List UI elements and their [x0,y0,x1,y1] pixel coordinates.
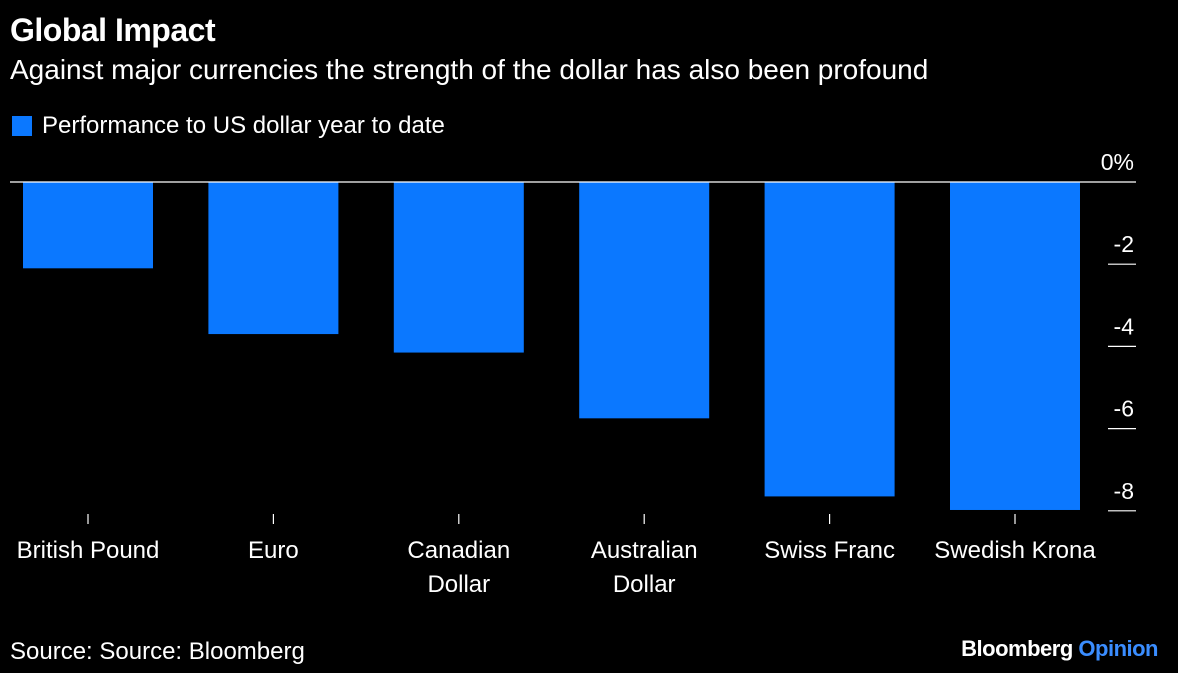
x-tick-label: Euro [248,537,299,564]
bar [393,182,524,353]
source-note: Source: Source: Bloomberg [10,638,305,665]
x-tick-label: British Pound [17,537,160,564]
legend: Performance to US dollar year to date [12,112,445,140]
x-tick-label: Australian [591,537,698,564]
bar [208,182,339,335]
bar [950,182,1080,510]
y-tick-label: 0% [1101,149,1134,175]
brand-logo: Bloomberg Opinion [961,636,1158,662]
bar [23,182,153,269]
bar [579,182,710,419]
y-tick-label: -2 [1114,231,1134,257]
x-tick-label: Canadian [407,537,510,564]
brand-main: Bloomberg [961,636,1073,661]
x-tick-label: Swiss Franc [764,537,895,564]
legend-label: Performance to US dollar year to date [42,112,445,139]
chart-title: Global Impact [10,12,216,48]
legend-swatch [12,116,32,136]
y-tick-label: -6 [1114,396,1134,422]
chart-subtitle: Against major currencies the strength of… [10,54,929,85]
bar [764,182,895,497]
brand-accent: Opinion [1078,636,1158,661]
x-tick-label: Dollar [427,571,490,598]
x-tick-label: Dollar [613,571,676,598]
y-tick-label: -4 [1114,313,1135,339]
x-tick-label: Swedish Krona [934,537,1096,564]
y-tick-label: -8 [1114,478,1134,504]
